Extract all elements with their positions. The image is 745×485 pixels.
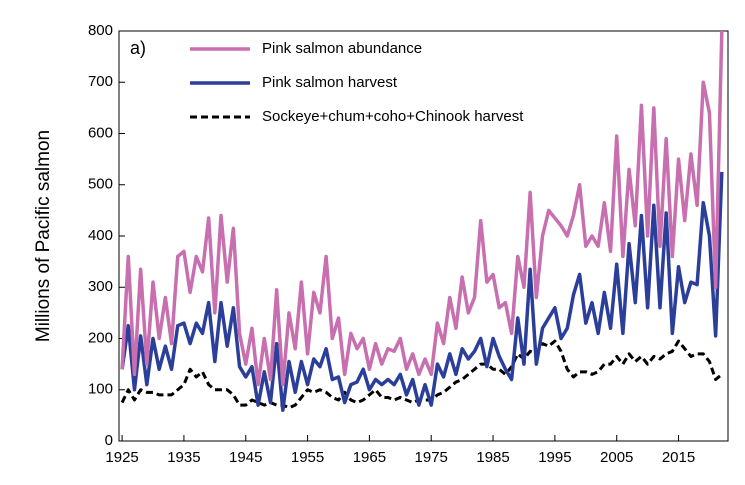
x-tick-label: 1975 [415, 449, 448, 466]
y-tick-label: 800 [88, 22, 113, 39]
y-tick-label: 400 [88, 227, 113, 244]
x-tick-label: 1935 [167, 449, 200, 466]
panel-label: a) [130, 38, 146, 58]
y-tick-label: 500 [88, 176, 113, 193]
x-tick-label: 1965 [353, 449, 386, 466]
legend-label: Pink salmon abundance [262, 40, 422, 57]
series-line [120, 171, 724, 412]
x-tick-label: 1995 [538, 449, 571, 466]
series-line [120, 30, 724, 387]
y-axis-label: Millions of Pacific salmon [33, 130, 54, 342]
y-tick-label: 100 [88, 381, 113, 398]
x-tick-label: 1955 [291, 449, 324, 466]
y-tick-label: 600 [88, 124, 113, 141]
x-tick-label: 1945 [229, 449, 262, 466]
legend-label: Sockeye+chum+coho+Chinook harvest [262, 108, 524, 125]
x-tick-label: 1985 [476, 449, 509, 466]
x-tick-label: 2005 [600, 449, 633, 466]
y-tick-label: 0 [105, 432, 113, 449]
y-tick-label: 700 [88, 73, 113, 90]
legend-label: Pink salmon harvest [262, 74, 398, 91]
y-tick-label: 200 [88, 329, 113, 346]
x-tick-label: 2015 [662, 449, 695, 466]
x-tick-label: 1925 [105, 449, 138, 466]
y-tick-label: 300 [88, 278, 113, 295]
